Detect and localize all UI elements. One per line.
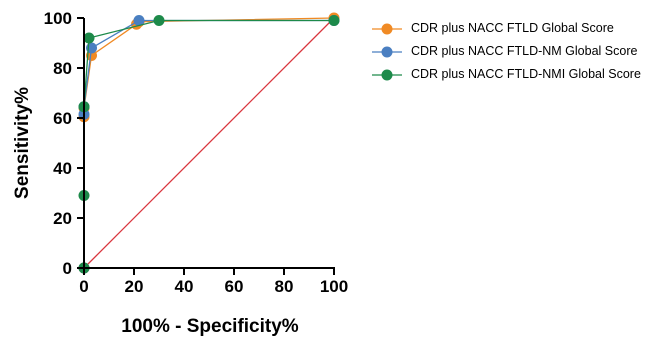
data-point bbox=[328, 15, 340, 26]
data-point bbox=[133, 15, 145, 26]
y-tick-label: 40 bbox=[53, 159, 72, 178]
y-tick-label: 100 bbox=[44, 9, 72, 28]
x-tick-label: 80 bbox=[275, 277, 294, 296]
x-tick-label: 0 bbox=[79, 277, 88, 296]
legend-label: CDR plus NACC FTLD-NM Global Score bbox=[411, 44, 638, 58]
y-tick-label: 60 bbox=[53, 109, 72, 128]
legend-swatch bbox=[372, 69, 402, 81]
x-tick-label: 100 bbox=[320, 277, 348, 296]
x-tick-label: 20 bbox=[125, 277, 144, 296]
reference-diagonal-line bbox=[83, 17, 335, 269]
legend-swatch bbox=[372, 23, 402, 35]
data-point bbox=[153, 15, 165, 26]
y-axis-title: Sensitivity% bbox=[12, 87, 33, 199]
x-axis-title: 100% - Specificity% bbox=[121, 316, 299, 337]
data-point bbox=[83, 32, 95, 44]
y-tick-label: 80 bbox=[53, 59, 72, 78]
reference-line-layer bbox=[83, 17, 335, 269]
y-tick-label: 20 bbox=[53, 209, 72, 228]
axes-layer: 0 20 40 60 80 100 0 20 40 60 80 100 bbox=[44, 9, 349, 296]
y-tick-label: 0 bbox=[63, 259, 72, 278]
legend-label: CDR plus NACC FTLD Global Score bbox=[411, 21, 614, 35]
legend-label: CDR plus NACC FTLD-NMI Global Score bbox=[411, 67, 641, 81]
x-tick-label: 40 bbox=[175, 277, 194, 296]
legend-swatch bbox=[372, 46, 402, 58]
x-tick-label: 60 bbox=[225, 277, 244, 296]
